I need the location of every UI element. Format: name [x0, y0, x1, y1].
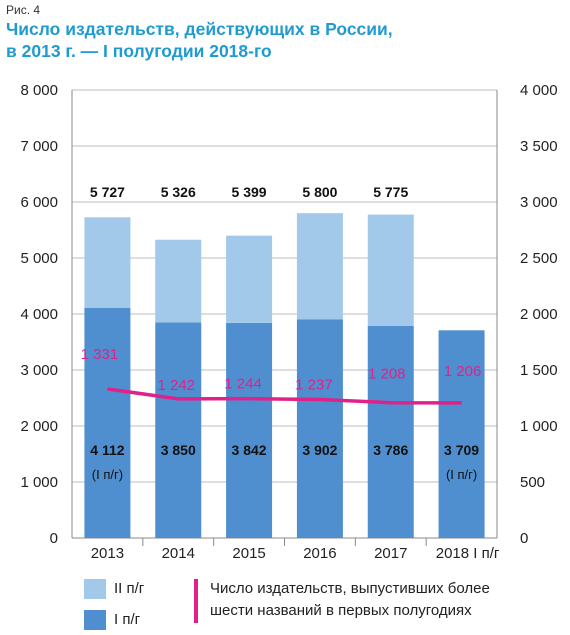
legend-label-h2: II п/г — [114, 580, 145, 597]
bar-h1-label: 3 842 — [232, 442, 267, 458]
bar-h1-note: (I п/г) — [92, 467, 123, 482]
bar-h1-label: 3 850 — [161, 442, 196, 458]
bar-h2 — [155, 239, 202, 323]
bar-h1 — [438, 330, 485, 538]
right-axis-tick-label: 4 000 — [520, 82, 558, 99]
legend-swatch-h1 — [84, 610, 106, 630]
chart-title-line-1: Число издательств, действующих в России, — [6, 19, 393, 39]
legend-label-line-1: Число издательств, выпустивших более — [210, 580, 490, 597]
bar-h1 — [84, 307, 131, 538]
legend-label-h1: I п/г — [114, 611, 141, 628]
bar-h1-label: 4 112 — [90, 442, 124, 458]
right-axis-tick-label: 0 — [520, 530, 528, 547]
bar-h2 — [226, 235, 273, 323]
legend-line-swatch — [194, 579, 198, 623]
left-axis-tick-label: 6 000 — [20, 194, 58, 211]
right-axis-tick-label: 1 500 — [520, 362, 558, 379]
line-value-label: 1 244 — [224, 376, 262, 393]
bar-h1-label: 3 902 — [302, 442, 337, 458]
bar-h2 — [296, 213, 343, 320]
bar-h1 — [367, 325, 414, 538]
x-axis-tick-label: 2017 — [374, 545, 407, 562]
bar-h2 — [367, 214, 414, 326]
x-axis-tick-label: 2015 — [232, 545, 265, 562]
figure-label: Рис. 4 — [6, 3, 41, 17]
right-axis-tick-label: 2 500 — [520, 250, 558, 267]
chart-title: Число издательств, действующих в России,… — [6, 18, 456, 62]
bar-h2 — [84, 217, 131, 308]
left-axis-tick-label: 2 000 — [20, 418, 58, 435]
bar-h1-note: (I п/г) — [446, 467, 477, 482]
line-series-six-titles — [107, 387, 462, 405]
right-axis-tick-label: 3 500 — [520, 138, 558, 155]
bar-total-label: 5 775 — [373, 184, 408, 200]
x-axis-tick-label: 2016 — [303, 545, 336, 562]
right-axis-tick-label: 500 — [520, 474, 545, 491]
chart-canvas: 0 1 000 2 000 3 000 4 000 5 000 6 000 7 000 8 00… — [20, 82, 558, 562]
left-axis-tick-label: 1 000 — [20, 474, 58, 491]
x-axis-tick-label: 2018 I п/г — [436, 545, 500, 562]
legend-label-line-2: шести названий в первых полугодиях — [210, 602, 472, 619]
bar-total-label: 5 727 — [90, 184, 125, 200]
line-value-label: 1 237 — [295, 376, 333, 393]
bar-h1 — [155, 322, 202, 538]
bar-total-label: 5 800 — [302, 184, 337, 200]
bar-total-label: 5 399 — [232, 184, 267, 200]
bar-h1 — [226, 322, 273, 538]
left-axis-tick-label: 5 000 — [20, 250, 58, 267]
bar-h1-label: 3 709 — [444, 442, 479, 458]
bar-h1-label: 3 786 — [373, 442, 408, 458]
left-axis-tick-label: 3 000 — [20, 362, 58, 379]
line-value-label: 1 242 — [157, 377, 195, 394]
left-axis-tick-label: 8 000 — [20, 82, 58, 99]
bar-h1 — [296, 319, 343, 538]
right-axis-tick-label: 2 000 — [520, 306, 558, 323]
bar-total-label: 5 326 — [161, 184, 196, 200]
chart-legend: II п/г I п/г Число издательств, выпустив… — [0, 574, 570, 634]
right-axis-tick-label: 3 000 — [520, 194, 558, 211]
x-axis-tick-label: 2014 — [162, 545, 195, 562]
x-axis-tick-label: 2013 — [91, 545, 124, 562]
line-value-label: 1 206 — [444, 363, 482, 380]
chart-title-line-2: в 2013 г. — I полугодии 2018-го — [6, 41, 272, 61]
left-axis-tick-label: 0 — [50, 530, 58, 547]
left-axis-tick-label: 7 000 — [20, 138, 58, 155]
line-value-label: 1 331 — [81, 346, 119, 363]
right-axis-tick-label: 1 000 — [520, 418, 558, 435]
line-value-label: 1 208 — [368, 366, 406, 383]
legend-swatch-h2 — [84, 579, 106, 599]
left-axis-tick-label: 4 000 — [20, 306, 58, 323]
